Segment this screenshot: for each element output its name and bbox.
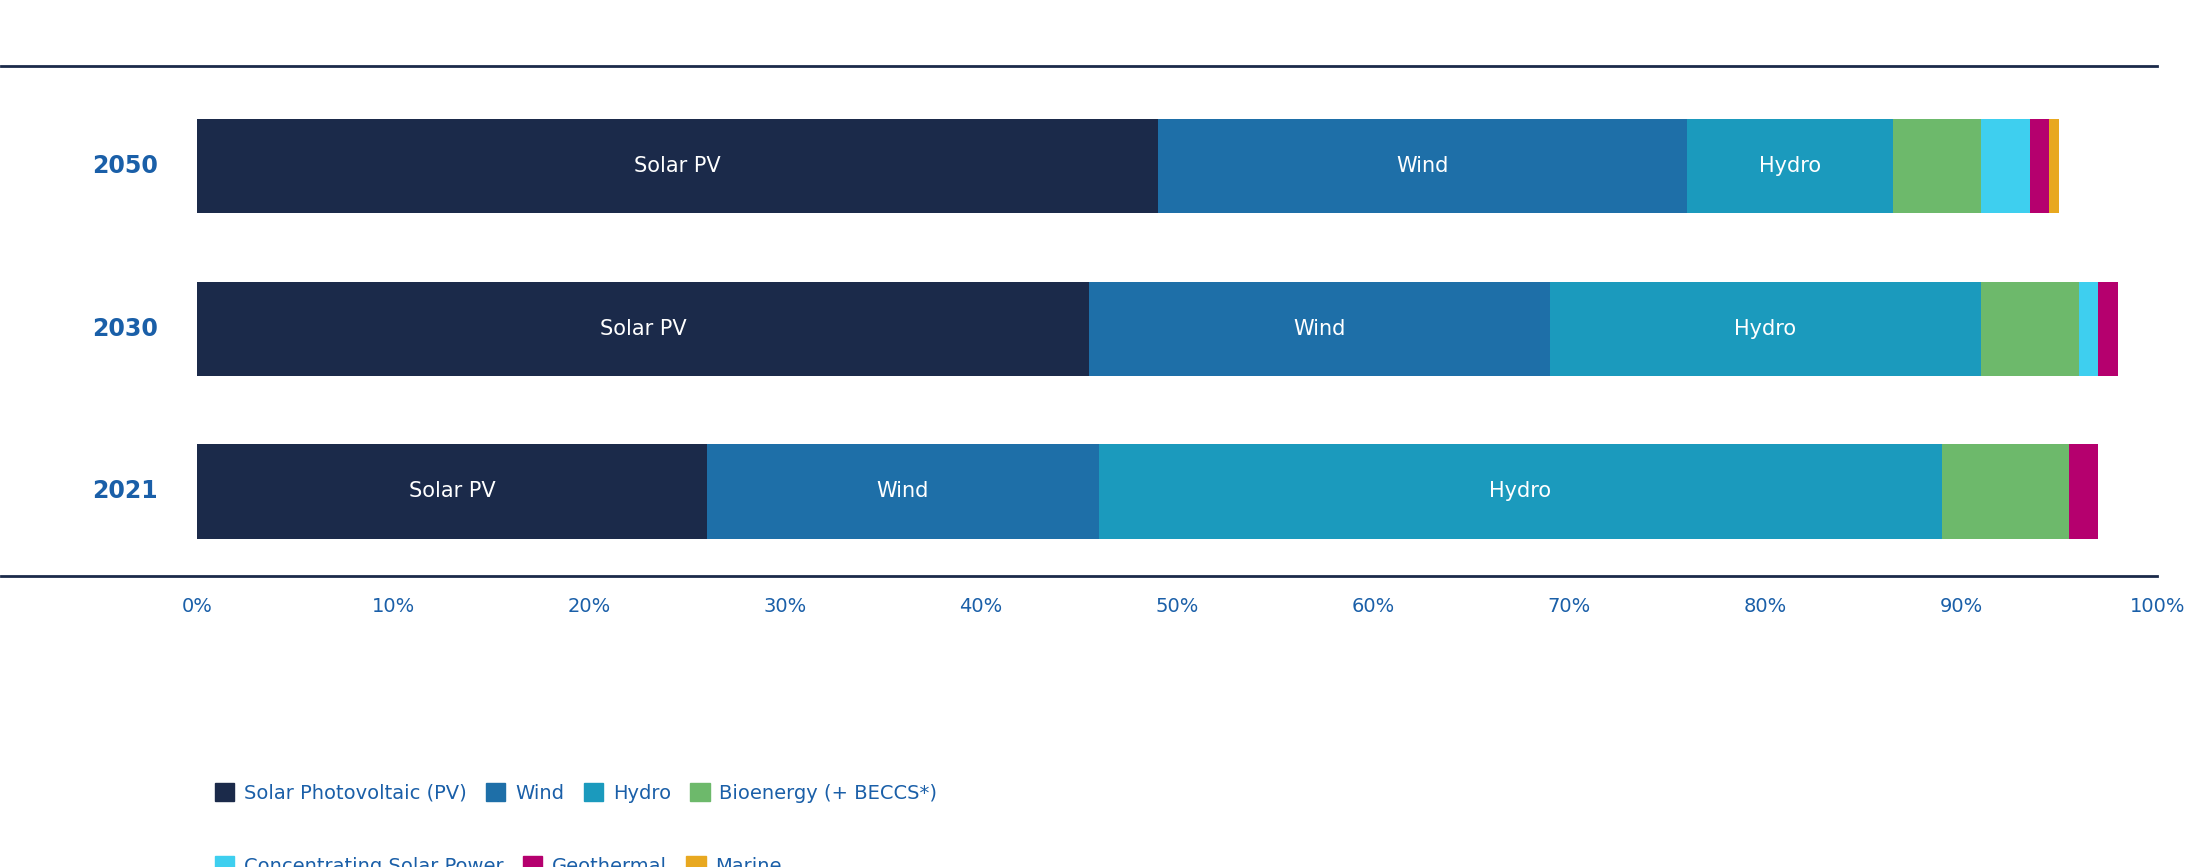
- Text: 2030: 2030: [92, 317, 158, 341]
- Text: Wind: Wind: [1395, 156, 1448, 176]
- Bar: [2030, 119, 2050, 213]
- Bar: [2098, 282, 2118, 376]
- Bar: [1099, 444, 1943, 538]
- Text: Solar PV: Solar PV: [600, 319, 685, 339]
- Text: 2021: 2021: [92, 479, 158, 504]
- Text: Solar PV: Solar PV: [410, 481, 495, 501]
- Bar: [1980, 282, 2078, 376]
- Text: Solar PV: Solar PV: [633, 156, 721, 176]
- Text: 2050: 2050: [92, 154, 158, 179]
- Bar: [197, 119, 1159, 213]
- Bar: [1088, 282, 1551, 376]
- Bar: [2070, 444, 2098, 538]
- Bar: [2050, 119, 2059, 213]
- Text: Hydro: Hydro: [1759, 156, 1820, 176]
- Bar: [1159, 119, 1686, 213]
- Bar: [1943, 444, 2070, 538]
- Bar: [197, 444, 707, 538]
- Bar: [1551, 282, 1980, 376]
- Bar: [1892, 119, 1980, 213]
- Bar: [197, 282, 1088, 376]
- Bar: [1980, 119, 2030, 213]
- Text: Wind: Wind: [1292, 319, 1345, 339]
- Bar: [707, 444, 1099, 538]
- Text: Hydro: Hydro: [1489, 481, 1551, 501]
- Text: Wind: Wind: [876, 481, 929, 501]
- Legend: Concentrating Solar Power, Geothermal, Marine: Concentrating Solar Power, Geothermal, M…: [206, 849, 791, 867]
- Bar: [2078, 282, 2098, 376]
- Bar: [1686, 119, 1892, 213]
- Text: Hydro: Hydro: [1734, 319, 1796, 339]
